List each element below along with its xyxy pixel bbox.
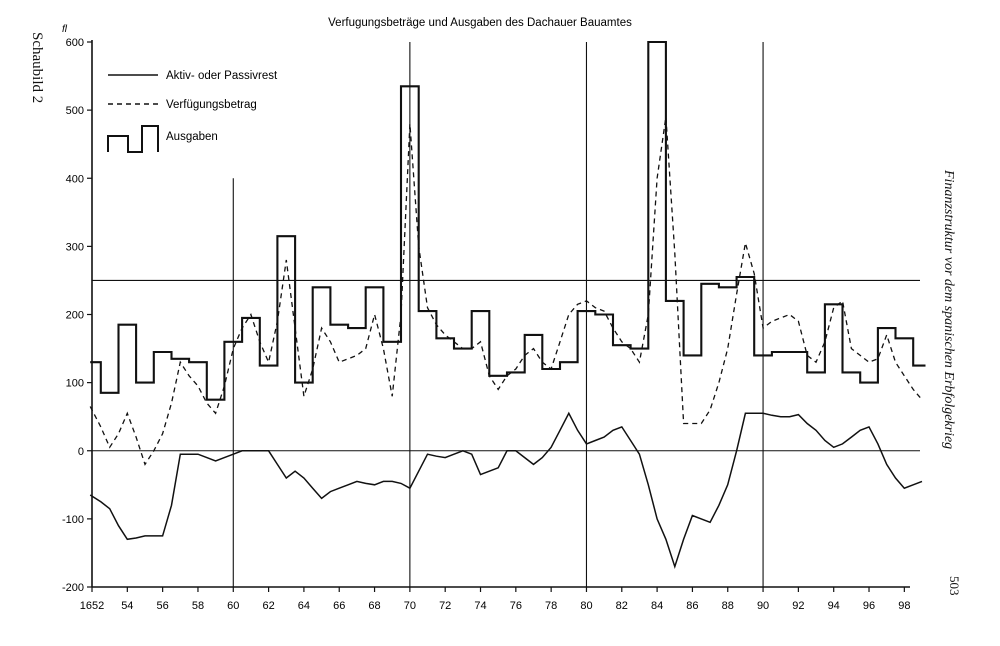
page-number: 503 xyxy=(947,576,962,596)
y-tick-label: 600 xyxy=(66,37,84,49)
legend: Aktiv- oder Passivrest Verfügungsbetrag Au… xyxy=(107,70,278,153)
x-tick-label: 54 xyxy=(121,600,133,612)
x-tick-label: 72 xyxy=(439,600,451,612)
legend-label: Verfügungsbetrag xyxy=(166,99,257,111)
x-tick-label: 96 xyxy=(863,600,875,612)
x-tick-label: 74 xyxy=(474,600,486,612)
y-tick-label: 200 xyxy=(66,310,84,322)
x-tick-label: 56 xyxy=(157,600,169,612)
axes: -200 -100 0 100 200 300 400 500 600 1652 54 56 58 60 6… xyxy=(62,37,910,612)
x-tick-label: 70 xyxy=(404,600,416,612)
x-tick-label: 60 xyxy=(227,600,239,612)
x-tick-label: 76 xyxy=(510,600,522,612)
side-label: Schaubild 2 xyxy=(29,32,45,104)
x-tick-label: 78 xyxy=(545,600,557,612)
y-tick-label: 100 xyxy=(66,378,84,390)
y-tick-label: 0 xyxy=(78,446,84,458)
x-tick-label: 68 xyxy=(368,600,380,612)
x-tick-label: 64 xyxy=(298,600,310,612)
x-tick-label: 88 xyxy=(722,600,734,612)
legend-swatch-ausgaben xyxy=(107,125,159,153)
y-tick-label: -200 xyxy=(62,582,84,594)
series-group xyxy=(89,40,926,570)
x-tick-label: 94 xyxy=(828,600,840,612)
x-tick-label: 84 xyxy=(651,600,663,612)
x-tick-label: 58 xyxy=(192,600,204,612)
x-tick-label: 90 xyxy=(757,600,769,612)
x-tick-label: 66 xyxy=(333,600,345,612)
y-tick-label: 400 xyxy=(66,173,84,185)
y-tick-label: 300 xyxy=(66,241,84,253)
series-line-1 xyxy=(89,411,923,570)
legend-label: Ausgaben xyxy=(166,131,218,143)
legend-label: Aktiv- oder Passivrest xyxy=(166,70,278,82)
running-head: Finanzstruktur vor dem spanischen Erbfol… xyxy=(941,170,956,450)
x-tick-label: 82 xyxy=(616,600,628,612)
x-tick-label: 92 xyxy=(792,600,804,612)
y-axis-label: fl xyxy=(62,24,68,35)
x-tick-label: 86 xyxy=(686,600,698,612)
x-tick-label: 98 xyxy=(898,600,910,612)
x-tick-label: 62 xyxy=(262,600,274,612)
x-tick-label: 80 xyxy=(580,600,592,612)
x-tick-label: 1652 xyxy=(80,600,104,612)
y-tick-label: -100 xyxy=(62,514,84,526)
chart-title: Verfugungsbeträge und Ausgaben des Dacha… xyxy=(328,17,632,29)
series-line-3 xyxy=(90,40,926,401)
y-tick-label: 500 xyxy=(66,105,84,117)
series-line-2 xyxy=(89,116,923,466)
reference-lines xyxy=(92,42,920,587)
